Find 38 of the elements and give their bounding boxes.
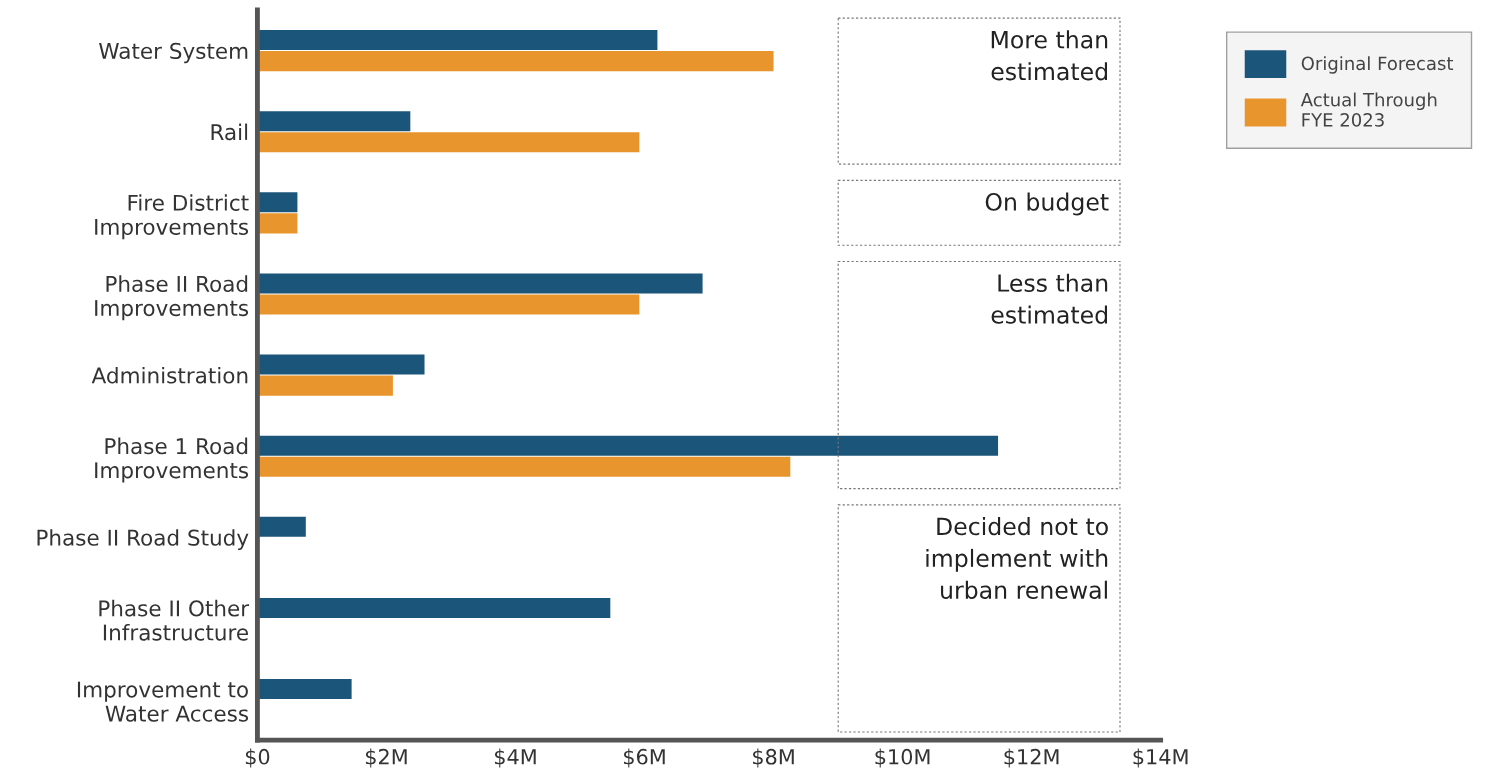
annotation: On budget: [985, 192, 1109, 216]
x-tick-label: $10M: [875, 748, 930, 768]
bar: [257, 30, 658, 51]
bar: [257, 375, 393, 396]
annotation: Less than estimated: [991, 273, 1108, 324]
y-tick-label: Rail: [211, 123, 248, 141]
bar: [257, 51, 774, 72]
annotation: More than estimated: [991, 30, 1108, 81]
x-tick-label: $12M: [1004, 748, 1059, 768]
y-tick-label: Phase II Road Improvements: [95, 275, 249, 321]
bar: [257, 192, 298, 213]
bar: [257, 273, 703, 294]
y-tick-label: Fire District Improvements: [95, 194, 249, 240]
bar: [257, 111, 411, 132]
bar: [257, 516, 306, 537]
bar: [257, 294, 640, 315]
bar: [257, 679, 352, 700]
y-tick-label: Phase II Other Infrastructure: [99, 599, 250, 641]
bar: [257, 132, 640, 153]
y-tick-label: Water System: [99, 42, 248, 64]
bar: [257, 456, 791, 477]
y-tick-label: Improvement to Water Access: [77, 681, 249, 722]
bar: [257, 435, 999, 456]
bar: [257, 597, 611, 618]
x-tick-label: $8M: [753, 748, 794, 768]
bar: [257, 213, 298, 234]
y-tick-label: Administration: [91, 366, 248, 384]
x-tick-label: $6M: [624, 748, 665, 768]
legend-label: Actual Through FYE 2023: [1300, 92, 1437, 127]
bar: [257, 354, 425, 375]
x-tick-label: $4M: [494, 748, 536, 768]
x-tick-label: $14M: [1133, 748, 1188, 768]
x-tick-label: $0: [245, 748, 270, 768]
annotation: Decided not to implement with urban renewal: [926, 517, 1108, 599]
legend-label: Original Forecast: [1301, 56, 1454, 74]
y-tick-label: Phase II Road Study: [37, 529, 249, 550]
y-tick-label: Phase 1 Road Improvements: [95, 437, 249, 483]
x-tick-label: $2M: [365, 748, 407, 768]
